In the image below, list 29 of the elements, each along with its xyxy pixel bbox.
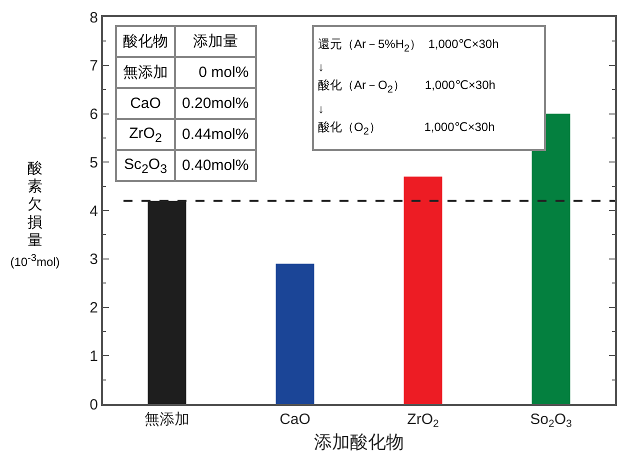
y-tick-label: 7 bbox=[90, 58, 98, 75]
x-axis-title: 添加酸化物 bbox=[314, 432, 404, 452]
bar bbox=[404, 176, 442, 404]
y-tick-label: 0 bbox=[90, 396, 98, 414]
x-tick-label: So$_{2}$O$_{3}$ bbox=[530, 411, 572, 430]
text-box: 還元（Ar－5%H$_{2}$） 1,000℃×30h ↓ 酸化（Ar－O$_{2}$） 1,000℃×30h ↓ 酸化（O$_{2}$） 1,000℃×30h bbox=[312, 25, 546, 152]
x-tick-label: ZrO$_{2}$ bbox=[407, 411, 439, 430]
y-tick-label: 1 bbox=[90, 348, 98, 365]
y-tick-label: 2 bbox=[90, 300, 98, 316]
annotation: 酸化物 bbox=[116, 26, 175, 57]
y-tick-label: 5 bbox=[90, 154, 98, 172]
y-tick-label: 6 bbox=[90, 106, 98, 123]
annotation: 0 mol% bbox=[175, 57, 256, 88]
y-tick-label: 8 bbox=[90, 9, 98, 26]
y-tick-label: 3 bbox=[90, 251, 98, 268]
bar bbox=[532, 114, 570, 404]
annotation: Sc$_{2}$O$_{3}$ bbox=[116, 150, 175, 181]
annotation: ZrO$_{2}$ bbox=[116, 119, 175, 150]
annotation: 0.44mol% bbox=[175, 119, 256, 150]
x-tick-label: CaO bbox=[280, 411, 310, 428]
annotation: 無添加 bbox=[116, 57, 175, 88]
bar bbox=[276, 264, 314, 404]
x-tick-label: 無添加 bbox=[144, 411, 190, 428]
annotation: 0.40mol% bbox=[175, 150, 256, 181]
y-axis-title: 酸素欠損量 (10$^{-3}$mol) bbox=[9, 160, 61, 271]
annotation: 0.20mol% bbox=[175, 88, 256, 119]
annotation: CaO bbox=[116, 88, 175, 119]
annotation: 添加量 bbox=[175, 26, 256, 57]
y-tick-label: 4 bbox=[90, 202, 98, 220]
